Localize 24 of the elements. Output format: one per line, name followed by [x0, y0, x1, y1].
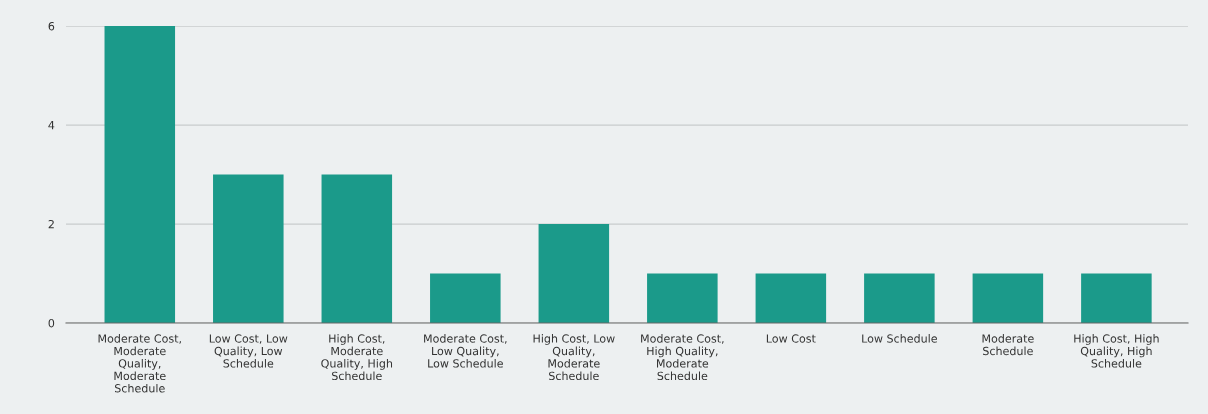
x-tick-label: Moderate Schedule	[982, 334, 1034, 356]
bar	[104, 26, 176, 323]
y-tick-label: 0	[48, 318, 55, 328]
bar	[1081, 273, 1152, 323]
y-tick-label: 4	[48, 121, 55, 130]
x-tick-label: High Cost, Low Quality, Moderate Schedule	[533, 334, 615, 381]
bar	[321, 174, 393, 323]
y-tick-label: 6	[48, 21, 55, 31]
x-tick-label: High Cost, Moderate Quality, High Schedule	[321, 334, 393, 381]
x-tick-label: Low Cost, Low Quality, Low Schedule	[209, 334, 288, 368]
bar	[213, 174, 284, 323]
y-tick-label: 2	[48, 219, 54, 229]
bar	[538, 224, 610, 323]
bar	[864, 273, 935, 323]
x-tick-label: Low Cost	[766, 334, 816, 343]
x-tick-label: Moderate Cost, Low Quality, Low Schedule	[424, 334, 507, 368]
bar	[430, 273, 501, 323]
bar	[647, 273, 718, 323]
bar	[755, 273, 827, 323]
x-tick-label: Moderate Cost, Moderate Quality, Moderate Schedule	[98, 334, 182, 393]
x-tick-label: Moderate Cost, High Quality, Moderate Schedule	[641, 334, 724, 381]
x-tick-label: Low Schedule	[862, 334, 937, 343]
bar	[972, 273, 1044, 323]
x-tick-label: High Cost, High Quality, High Schedule	[1074, 334, 1159, 368]
